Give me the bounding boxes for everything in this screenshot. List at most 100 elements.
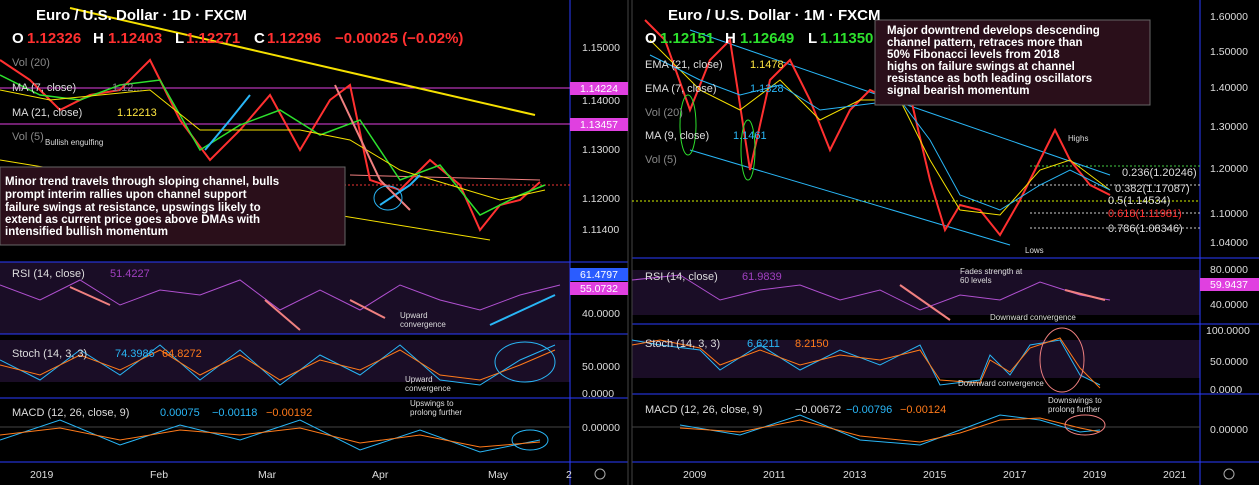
note: Highs <box>1068 134 1088 143</box>
right-annotation: Major downtrend develops descending chan… <box>887 25 1197 255</box>
annotation-line: Major downtrend develops descending <box>887 25 1100 37</box>
ohlc-label: H <box>93 30 104 47</box>
indicator-label: EMA (7, close) <box>645 83 717 95</box>
price-tick: 1.10000 <box>1210 208 1248 220</box>
macd-value: −0.00672 <box>795 404 841 416</box>
annotation-line: 50% Fibonacci levels from 2018 <box>887 49 1060 61</box>
change: −0.00025 (−0.02%) <box>335 30 463 47</box>
left-annotation: Minor trend travels through sloping chan… <box>5 176 279 238</box>
indicator-label: EMA (21, close) <box>645 59 723 71</box>
fib-label: 0.618(1.11981) <box>1108 208 1182 220</box>
annotation-line: failure swings at resistance, upswings l… <box>5 202 261 214</box>
time-label: 2015 <box>923 469 947 481</box>
rsi-badge: 59.9437 <box>1210 279 1248 291</box>
time-label: Apr <box>372 469 389 481</box>
ohlc-value: 1.12326 <box>27 30 81 47</box>
stoch-tick: 100.0000 <box>1206 325 1250 337</box>
note: convergence <box>400 320 446 329</box>
note: Downswings to <box>1048 396 1102 405</box>
rsi-badge: 55.0732 <box>580 283 618 295</box>
indicator-label: Vol (5) <box>645 154 677 166</box>
ohlc-label: O <box>12 30 24 47</box>
annotation-line: signal bearish momentum <box>887 85 1030 97</box>
ohlc-value: 1.12649 <box>740 30 794 47</box>
left-header: Euro / U.S. Dollar · 1D · FXCM O 1.12326… <box>12 7 463 147</box>
indicator-value: 1.1461 <box>733 130 767 142</box>
annotation-line: prompt interim rallies upon channel supp… <box>5 189 247 201</box>
rsi-value: 61.9839 <box>742 271 782 283</box>
stoch-tick: 50.0000 <box>582 361 620 373</box>
macd-tick: 0.00000 <box>582 422 620 434</box>
indicator-label: Vol (20) <box>645 107 683 119</box>
stoch-tick: 50.0000 <box>1210 356 1248 368</box>
annotation-line: highs on failure swings at channel <box>887 61 1075 73</box>
indicator-label: MA (9, close) <box>645 130 709 142</box>
time-label: 2021 <box>1163 469 1187 481</box>
rsi-tick: 80.0000 <box>1210 264 1248 276</box>
price-tick: 1.14000 <box>582 95 620 107</box>
price-tick: 1.15000 <box>582 42 620 54</box>
time-label: 2009 <box>683 469 707 481</box>
right-indicators: RSI (14, close) 61.9839 Fades strength a… <box>645 267 1102 416</box>
indicator-label: MA (7, close) <box>12 82 76 94</box>
note: Upward <box>405 375 433 384</box>
stoch-tick: 0.0000 <box>582 388 614 400</box>
price-tick: 1.20000 <box>1210 163 1248 175</box>
macd-value: −0.00124 <box>900 404 946 416</box>
macd-value: −0.00118 <box>212 407 257 419</box>
settings-icon[interactable] <box>594 468 1235 480</box>
macd-label: MACD (12, 26, close, 9) <box>12 407 129 419</box>
rsi-label: RSI (14, close) <box>645 271 718 283</box>
indicator-value: 1.1328 <box>750 83 784 95</box>
rsi-label: RSI (14, close) <box>12 268 85 280</box>
stoch-value: 74.3986 <box>115 348 155 360</box>
time-label: 2011 <box>763 469 786 481</box>
note: convergence <box>405 384 451 393</box>
price-tick: 1.12000 <box>582 193 620 205</box>
ohlc-value: 1.12151 <box>660 30 714 47</box>
note: Downward convergence <box>958 379 1044 388</box>
rsi-tick: 40.0000 <box>1210 299 1248 311</box>
note: Bullish engulfing <box>45 138 103 147</box>
note: 60 levels <box>960 276 992 285</box>
time-label: 2017 <box>1003 469 1027 481</box>
note: prolong further <box>410 408 462 417</box>
left-axis: 1.15000 1.14000 1.13000 1.12000 1.11400 … <box>580 42 620 434</box>
indicator-value: 1.12213 <box>117 107 157 119</box>
stoch-label: Stoch (14, 3, 3) <box>645 338 720 350</box>
annotation-line: resistance as both leading oscillators <box>887 73 1092 85</box>
price-tick: 1.30000 <box>1210 121 1248 133</box>
indicator-value: 1.1478 <box>750 59 784 71</box>
ohlc-label: H <box>725 30 736 47</box>
left-time-axis: 2019 Feb Mar Apr May 2 <box>30 469 572 481</box>
note: Upward <box>400 311 428 320</box>
annotation-line: extend as current price goes above DMAs … <box>5 214 260 226</box>
time-label: Feb <box>150 469 168 481</box>
price-tick: 1.50000 <box>1210 46 1248 58</box>
note: Upswings to <box>410 399 454 408</box>
annotation-line: channel pattern, retraces more than <box>887 37 1083 49</box>
rsi-value: 51.4227 <box>110 268 150 280</box>
ohlc-label: C <box>254 30 265 47</box>
right-header: Euro / U.S. Dollar · 1M · FXCM O 1.12151… <box>645 7 881 166</box>
rsi-badge: 61.4797 <box>580 269 618 281</box>
ohlc-label: O <box>645 30 657 47</box>
annotation-line: intensified bullish momentum <box>5 226 168 238</box>
macd-value: −0.00796 <box>846 404 892 416</box>
fib-label: 0.382(1.17087) <box>1115 183 1190 195</box>
fib-label: 0.786(1.08346) <box>1108 223 1183 235</box>
note: prolong further <box>1048 405 1100 414</box>
ohlc-value: 1.11350 <box>820 30 873 47</box>
left-panel <box>0 0 629 485</box>
ohlc-value: 1.12403 <box>108 30 162 47</box>
stoch-tick: 0.0000 <box>1210 384 1242 396</box>
annotation-line: Minor trend travels through sloping chan… <box>5 176 279 188</box>
time-label: Mar <box>258 469 277 481</box>
right-panel <box>631 0 1259 485</box>
chart-title: Euro / U.S. Dollar · 1M · FXCM <box>668 7 881 24</box>
indicator-label: MA (21, close) <box>12 107 82 119</box>
right-time-axis: 2009 2011 2013 2015 2017 2019 2021 <box>683 469 1187 481</box>
stoch-value: 64.8272 <box>162 348 202 360</box>
ohlc-value: 1.12271 <box>186 30 240 47</box>
rsi-tick: 40.0000 <box>582 308 620 320</box>
